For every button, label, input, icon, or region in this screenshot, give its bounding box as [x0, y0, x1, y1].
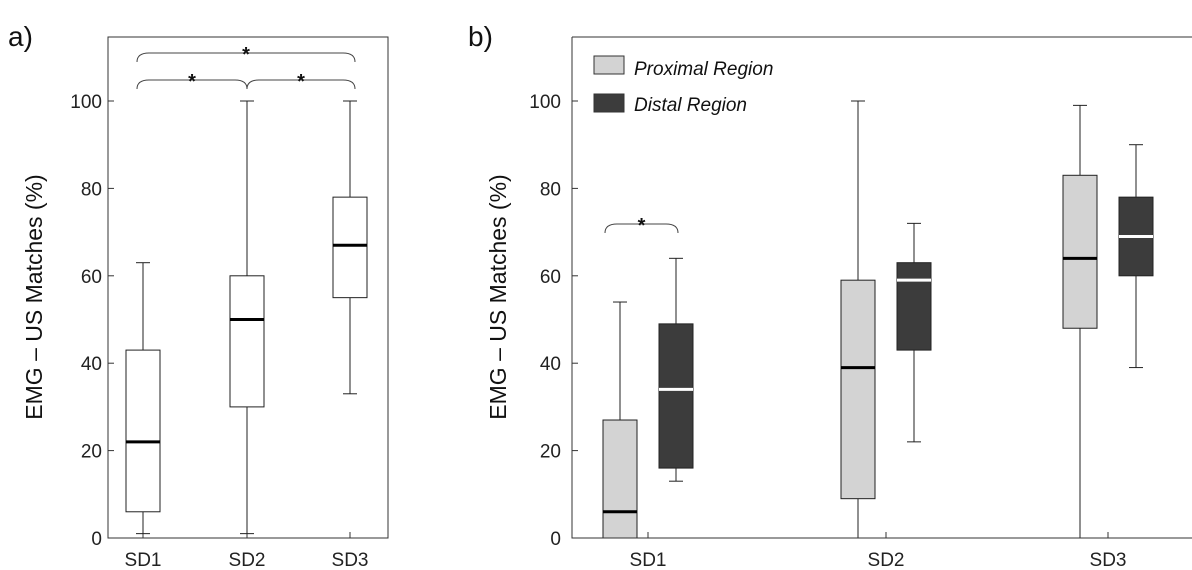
panel-a: a) EMG – US Matches (%) 0 20 40 60 80 100 SD1… — [8, 21, 389, 570]
y-tick-label: 60 — [540, 267, 561, 288]
panel-b-y-axis-label: EMG – US Matches (%) — [485, 174, 511, 419]
panel-b-x-ticks: SD1 SD2 SD3 — [630, 532, 1127, 570]
box-sd1 — [125, 262, 161, 535]
panel-b-significance: * — [604, 215, 679, 237]
box-iqr — [229, 275, 265, 408]
x-tick-label: SD2 — [229, 550, 266, 570]
box-sd3 — [332, 100, 368, 395]
bracket-line — [604, 223, 679, 234]
bracket-sd1-proximal-distal: * — [604, 215, 679, 237]
y-tick-label: 40 — [540, 354, 561, 375]
box-iqr — [125, 349, 161, 513]
panel-a-y-axis-label: EMG – US Matches (%) — [21, 174, 47, 419]
box-sd1-distal — [658, 257, 694, 482]
panel-a-axes-frame — [107, 36, 389, 539]
box-sd2-distal — [896, 222, 932, 443]
panel-b-label: b) — [468, 21, 493, 52]
legend-swatch-distal — [593, 93, 625, 113]
box-iqr — [1062, 174, 1098, 329]
panel-a-significance: * * * — [136, 44, 356, 93]
panel-a-x-ticks: SD1 SD2 SD3 — [125, 532, 369, 570]
box-sd3-proximal — [1062, 104, 1098, 539]
x-tick-label: SD1 — [125, 550, 162, 570]
bracket-sd2-sd3: * — [246, 71, 356, 93]
box-iqr — [840, 279, 876, 500]
bracket-line — [246, 79, 356, 90]
box-sd1-proximal — [602, 301, 638, 539]
panel-b: b) EMG – US Matches (%) 0 20 40 60 80 100 SD1… — [468, 21, 1192, 570]
panel-a-boxes — [125, 100, 368, 535]
significance-star: * — [638, 215, 646, 237]
legend-swatch-proximal — [593, 55, 625, 75]
significance-star: * — [297, 71, 305, 93]
y-tick-label: 100 — [529, 92, 561, 113]
panel-b-boxes — [602, 100, 1154, 539]
significance-star: * — [188, 71, 196, 93]
x-tick-label: SD3 — [332, 550, 369, 570]
legend-label-proximal: Proximal Region — [634, 59, 773, 80]
box-sd3-distal — [1118, 144, 1154, 369]
x-tick-label: SD1 — [630, 550, 667, 570]
panel-b-axes-frame — [571, 36, 1192, 539]
y-tick-label: 0 — [91, 529, 102, 550]
panel-a-y-ticks: 0 20 40 60 80 100 — [70, 92, 114, 550]
box-iqr — [332, 196, 368, 299]
box-iqr — [658, 323, 694, 469]
box-iqr — [896, 262, 932, 351]
bracket-sd1-sd3: * — [136, 44, 356, 66]
box-sd2 — [229, 100, 265, 535]
box-iqr — [602, 419, 638, 539]
y-tick-label: 0 — [550, 529, 561, 550]
box-sd2-proximal — [840, 100, 876, 539]
x-tick-label: SD3 — [1090, 550, 1127, 570]
y-tick-label: 60 — [81, 267, 102, 288]
panel-b-y-ticks: 0 20 40 60 80 100 — [529, 92, 578, 550]
significance-star: * — [242, 44, 250, 66]
legend-label-distal: Distal Region — [634, 95, 747, 116]
bracket-line — [136, 52, 356, 63]
y-tick-label: 20 — [540, 442, 561, 463]
y-tick-label: 40 — [81, 354, 102, 375]
panel-a-label: a) — [8, 21, 33, 52]
y-tick-label: 80 — [540, 179, 561, 200]
y-tick-label: 100 — [70, 92, 102, 113]
panel-b-legend: Proximal Region Distal Region — [593, 55, 773, 116]
y-tick-label: 20 — [81, 442, 102, 463]
bracket-sd1-sd2: * — [136, 71, 248, 93]
x-tick-label: SD2 — [868, 550, 905, 570]
y-tick-label: 80 — [81, 179, 102, 200]
bracket-line — [136, 79, 248, 90]
